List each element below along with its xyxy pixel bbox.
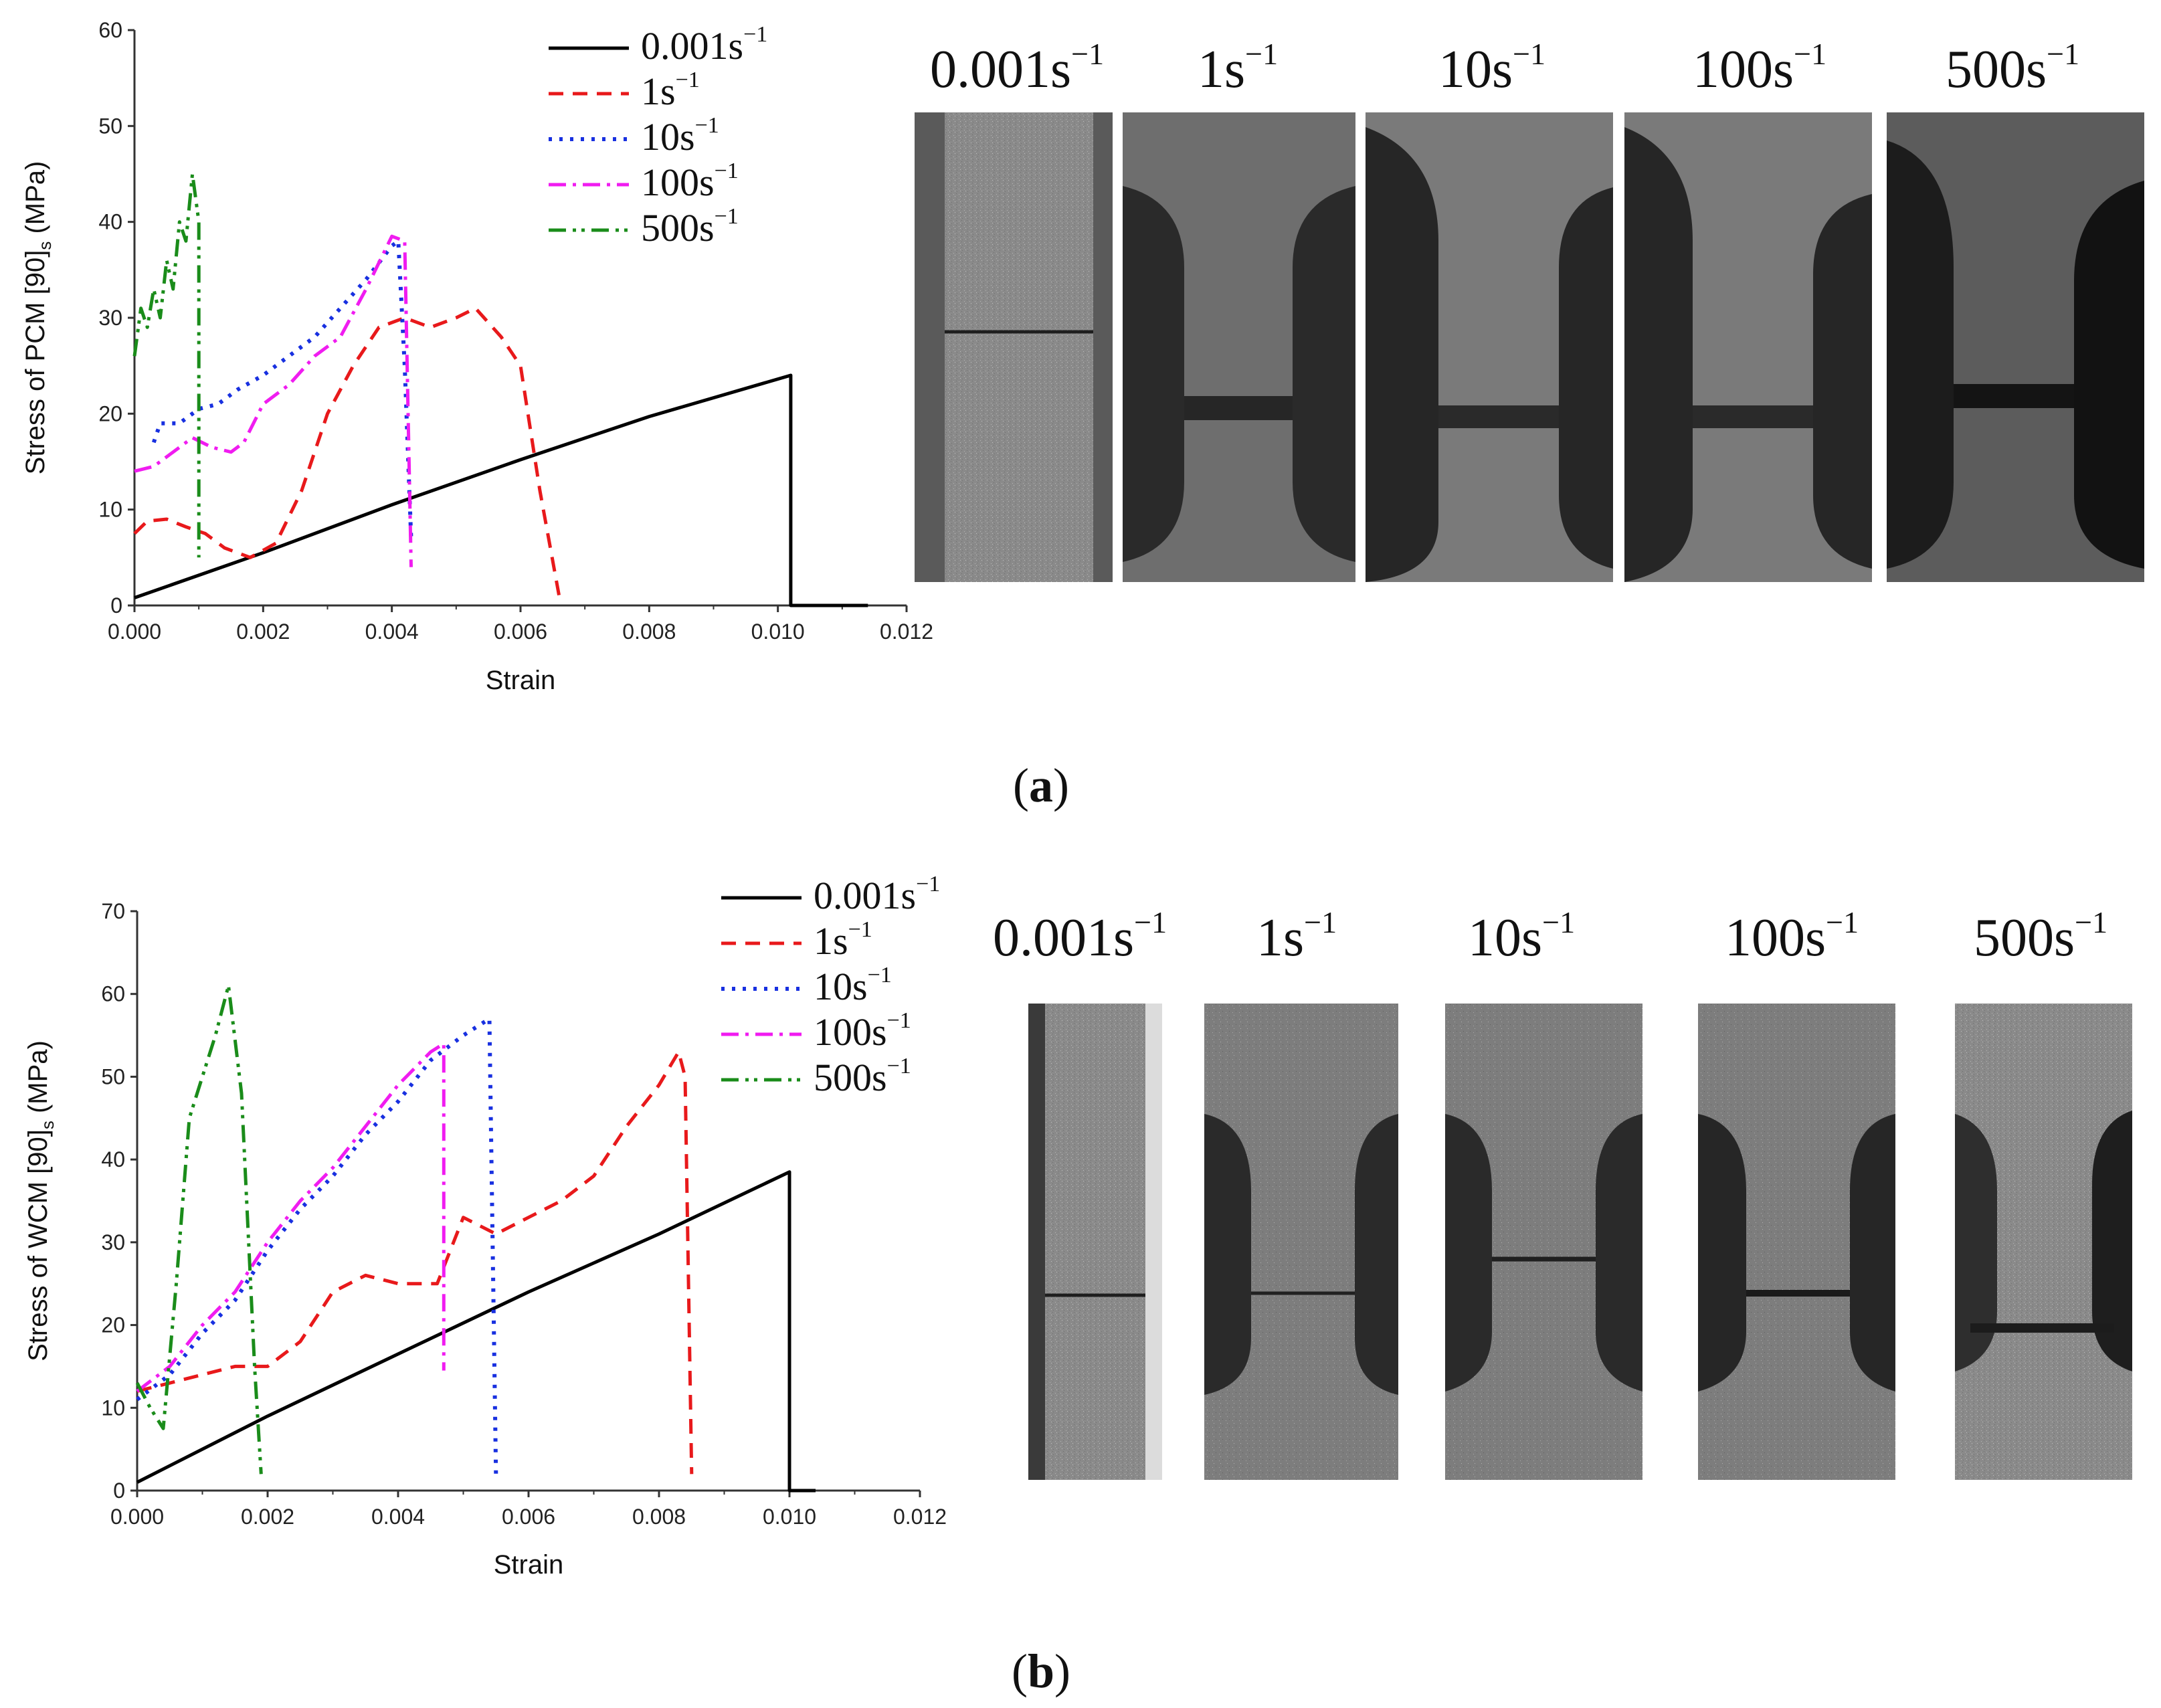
x-tick-label: 0.004 <box>371 1505 425 1529</box>
legend-label: 0.001s−1 <box>641 22 767 68</box>
series-line <box>136 1042 446 1393</box>
x-tick-label: 0.000 <box>108 620 161 644</box>
x-tick-label: 0.012 <box>880 620 933 644</box>
specimen-photo <box>1123 112 1355 582</box>
specimen-photo <box>1366 112 1613 582</box>
photo-label: 1s−1 <box>1198 37 1278 99</box>
x-axis-label: Strain <box>486 666 556 695</box>
x-tick-label: 0.002 <box>236 620 290 644</box>
series-line <box>134 373 868 607</box>
series-line <box>136 1170 816 1493</box>
y-tick-label: 40 <box>101 1147 125 1171</box>
photo-label: 100s−1 <box>1693 37 1826 99</box>
legend-label: 100s−1 <box>814 1008 911 1054</box>
legend-label: 0.001s−1 <box>814 872 940 917</box>
chart-a: 0 10 20 30 40 50 60 0.000 0.002 0.004 0.006 0.008 0… <box>21 18 933 695</box>
y-tick-label: 50 <box>98 114 122 138</box>
series-line <box>132 172 201 558</box>
y-axis-label: Stress of PCM [90]s (MPa) <box>21 161 55 475</box>
legend-label: 100s−1 <box>641 159 739 204</box>
y-tick-label: 50 <box>101 1064 125 1088</box>
y-tick-label: 20 <box>98 401 122 425</box>
y-tick-label: 60 <box>98 18 122 42</box>
x-tick-label: 0.010 <box>751 620 805 644</box>
specimen-photo <box>1955 1004 2132 1480</box>
y-tick-label: 20 <box>101 1313 125 1337</box>
photo-label: 1s−1 <box>1256 905 1337 967</box>
y-axis-label: Stress of WCM [90]s (MPa) <box>23 1040 58 1361</box>
x-tick-label: 0.004 <box>365 620 419 644</box>
caption-b: (b) <box>1012 1644 1070 1698</box>
x-tick-label: 0.002 <box>241 1505 294 1529</box>
specimen-photo <box>1445 1004 1642 1480</box>
x-tick-label: 0.006 <box>494 620 547 644</box>
x-tick-label: 0.012 <box>893 1505 947 1529</box>
photo-label: 10s−1 <box>1438 37 1545 99</box>
y-tick-label: 0 <box>110 593 122 618</box>
photo-label: 500s−1 <box>1946 37 2079 99</box>
photo-strip-a: 0.001s−1 1s−1 10s−1 100s−1 500s−1 <box>915 37 2144 582</box>
specimen-photo <box>915 112 1113 582</box>
series-line <box>133 306 561 597</box>
x-tick-label: 0.008 <box>632 1505 686 1529</box>
photo-label: 10s−1 <box>1468 905 1575 967</box>
y-tick-label: 30 <box>101 1230 125 1254</box>
y-tick-label: 40 <box>98 210 122 234</box>
x-tick-label: 0.008 <box>622 620 676 644</box>
legend-label: 500s−1 <box>641 204 739 250</box>
y-tick-label: 0 <box>113 1479 125 1503</box>
y-tick-label: 10 <box>101 1396 125 1420</box>
caption-a: (a) <box>1013 759 1069 812</box>
legend-label: 1s−1 <box>641 68 700 113</box>
series-line <box>136 1016 498 1475</box>
series-line <box>151 239 413 539</box>
legend-label: 500s−1 <box>814 1054 911 1099</box>
y-tick-label: 70 <box>101 899 125 923</box>
photo-label: 0.001s−1 <box>993 905 1167 967</box>
y-tick-label: 30 <box>98 306 122 330</box>
photo-label: 500s−1 <box>1974 905 2107 967</box>
photo-label: 0.001s−1 <box>930 37 1104 99</box>
photo-strip-b: 0.001s−1 1s−1 10s−1 100s−1 500s−1 <box>993 905 2132 1480</box>
x-tick-label: 0.000 <box>110 1505 164 1529</box>
series-line <box>136 1050 694 1475</box>
legend-label: 10s−1 <box>814 963 892 1008</box>
specimen-photo <box>1698 1004 1895 1480</box>
specimen-photo <box>1028 1004 1162 1480</box>
x-axis-label: Strain <box>494 1550 564 1580</box>
y-tick-label: 60 <box>101 982 125 1006</box>
specimen-photo <box>1204 1004 1398 1480</box>
chart-b: 0 10 20 30 40 50 60 70 0.000 0.002 0.004 0.006 0.00… <box>23 872 947 1580</box>
legend-label: 10s−1 <box>641 113 719 159</box>
y-tick-label: 10 <box>98 498 122 522</box>
series-line <box>134 234 413 567</box>
legend-label: 1s−1 <box>814 917 872 963</box>
specimen-photo <box>1887 112 2144 582</box>
specimen-photo <box>1624 112 1872 582</box>
x-tick-label: 0.010 <box>763 1505 816 1529</box>
photo-label: 100s−1 <box>1725 905 1859 967</box>
series-line <box>135 983 263 1475</box>
x-tick-label: 0.006 <box>502 1505 555 1529</box>
